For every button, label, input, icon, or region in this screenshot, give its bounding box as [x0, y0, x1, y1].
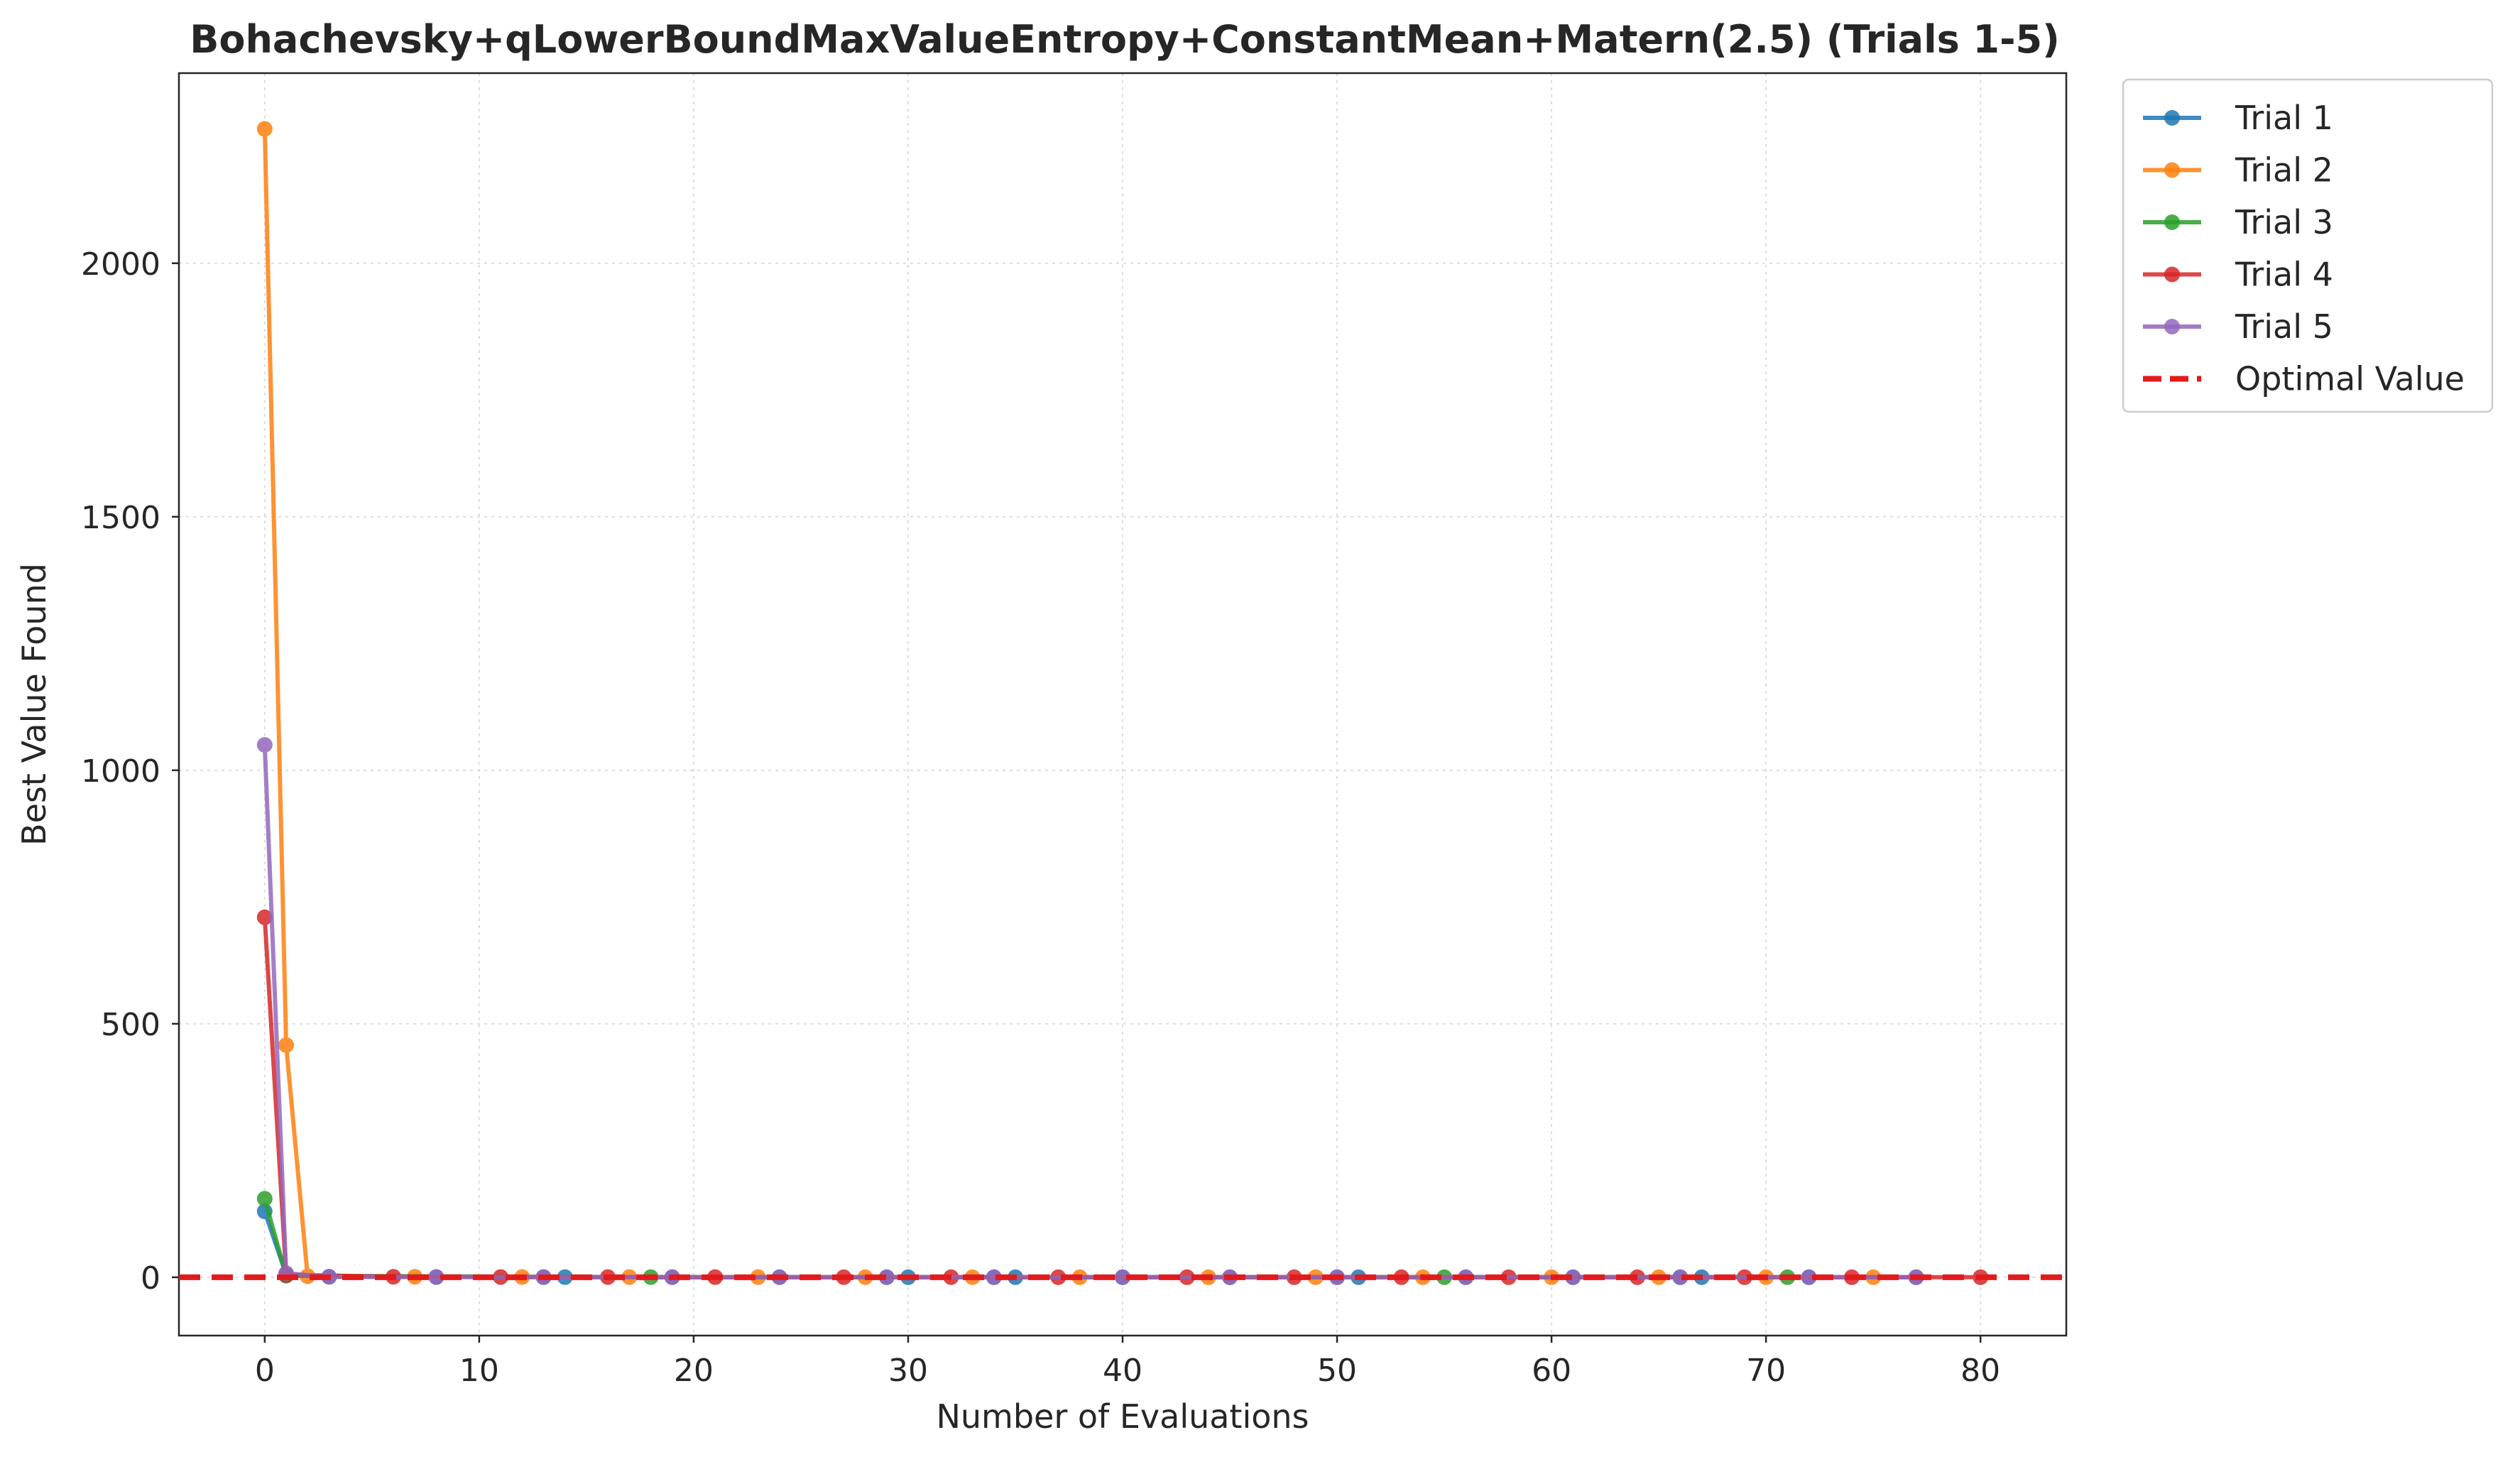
- data-point: [256, 1191, 273, 1207]
- legend-item: Trial 4: [2143, 256, 2333, 294]
- y-tick-label: 2000: [81, 246, 160, 283]
- x-tick-label: 0: [255, 1353, 275, 1389]
- legend-label: Optimal Value: [2235, 360, 2465, 398]
- legend-item: Trial 2: [2143, 151, 2333, 190]
- legend-marker: [2164, 110, 2180, 126]
- legend-label: Trial 5: [2235, 307, 2333, 346]
- series-trial-5: [256, 737, 1924, 1285]
- y-tick-label: 500: [101, 1007, 160, 1043]
- x-tick-label: 40: [1103, 1353, 1142, 1389]
- data-point: [1565, 1269, 1581, 1285]
- data-point: [256, 909, 273, 925]
- y-axis-label: Best Value Found: [15, 563, 53, 846]
- x-tick-label: 20: [674, 1353, 714, 1389]
- chart-title: Bohachevsky+qLowerBoundMaxValueEntropy+C…: [190, 17, 2060, 62]
- y-tick-labels: 0 500 1000 1500 2000: [81, 246, 179, 1297]
- x-tick-label: 70: [1746, 1353, 1786, 1389]
- data-point: [986, 1269, 1002, 1285]
- legend-item: Trial 3: [2143, 203, 2333, 241]
- y-tick-label: 0: [141, 1260, 160, 1297]
- legend-marker: [2164, 214, 2180, 230]
- x-tick-label: 10: [459, 1353, 499, 1389]
- legend: Trial 1 Trial 2 Trial 3 Trial 4 Trial 5 Optim…: [2122, 78, 2494, 413]
- data-point: [878, 1269, 895, 1285]
- legend-label: Trial 2: [2235, 151, 2333, 190]
- data-point: [256, 737, 273, 753]
- data-point: [256, 121, 273, 137]
- legend-label: Trial 1: [2235, 99, 2333, 137]
- data-point: [1115, 1269, 1130, 1285]
- legend-item: Trial 5: [2143, 307, 2333, 346]
- x-axis-label: Number of Evaluations: [936, 1397, 1309, 1436]
- legend-label: Trial 4: [2235, 256, 2333, 294]
- x-tick-label: 30: [888, 1353, 928, 1389]
- x-tick-label: 60: [1532, 1353, 1571, 1389]
- data-point: [278, 1037, 295, 1053]
- legend-item: Trial 1: [2143, 99, 2333, 137]
- x-tick-label: 50: [1317, 1353, 1357, 1389]
- y-tick-label: 1500: [81, 500, 160, 536]
- data-point: [428, 1269, 444, 1285]
- legend-marker: [2164, 162, 2180, 178]
- data-point: [1801, 1269, 1817, 1285]
- x-tick-labels: 0 10 20 30 40 50 60 70 80: [255, 1336, 2000, 1389]
- data-point: [1672, 1269, 1689, 1285]
- y-tick-label: 1000: [81, 753, 160, 790]
- legend-box: [2122, 78, 2494, 413]
- legend-item: Optimal Value: [2143, 360, 2465, 398]
- legend-marker: [2164, 266, 2180, 283]
- legend-marker: [2164, 319, 2180, 334]
- x-tick-label: 80: [1960, 1353, 2000, 1389]
- legend-label: Trial 3: [2235, 203, 2333, 241]
